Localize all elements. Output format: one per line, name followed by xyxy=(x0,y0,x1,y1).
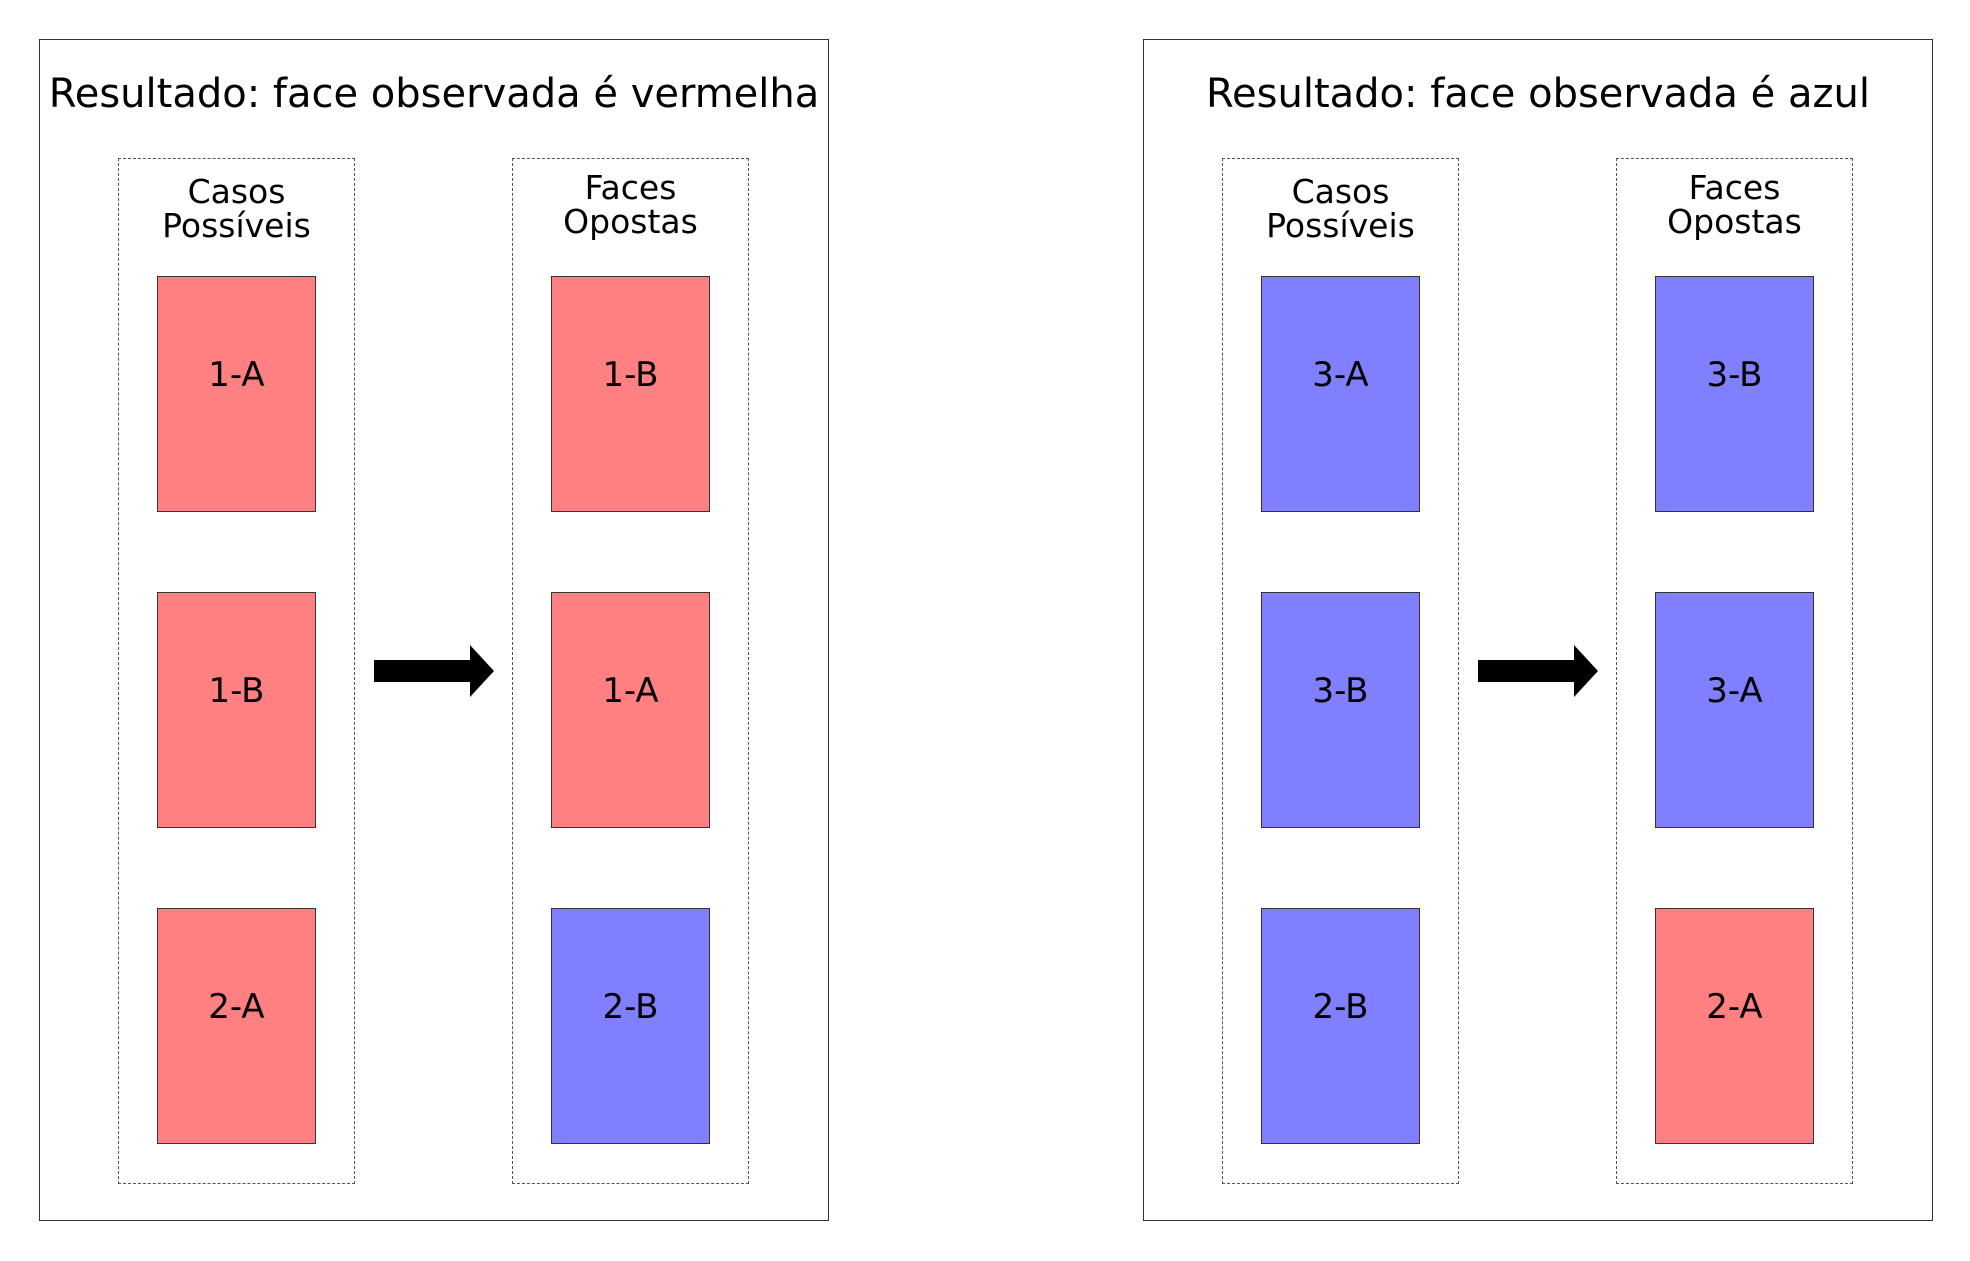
group-label-line-1: Casos xyxy=(1291,172,1390,211)
group-label-line-2: Possíveis xyxy=(1266,206,1415,245)
group-possible-cases: Casos Possíveis 1-A 1-B 2-A xyxy=(118,158,355,1184)
face-label: 3-B xyxy=(1312,671,1369,711)
group-label: Faces Opostas xyxy=(513,171,748,239)
face-card: 2-B xyxy=(551,908,710,1144)
face-label: 2-A xyxy=(1706,987,1763,1027)
face-label: 3-A xyxy=(1706,671,1763,711)
face-card: 2-A xyxy=(157,908,316,1144)
face-card: 3-A xyxy=(1261,276,1420,512)
face-card: 3-A xyxy=(1655,592,1814,828)
face-label: 3-B xyxy=(1706,355,1763,395)
face-card: 1-B xyxy=(551,276,710,512)
right-arrow-icon xyxy=(374,645,494,697)
group-label: Faces Opostas xyxy=(1617,171,1852,239)
group-label: Casos Possíveis xyxy=(1223,175,1458,243)
face-label: 2-B xyxy=(1312,987,1369,1027)
group-label-line-2: Possíveis xyxy=(162,206,311,245)
panel-red-result: Resultado: face observada é vermelha Cas… xyxy=(39,39,829,1221)
group-label-line-2: Opostas xyxy=(1667,202,1802,241)
face-label: 2-B xyxy=(602,987,659,1027)
group-label: Casos Possíveis xyxy=(119,175,354,243)
face-card: 2-B xyxy=(1261,908,1420,1144)
face-card: 1-A xyxy=(551,592,710,828)
face-card: 3-B xyxy=(1655,276,1814,512)
face-card: 1-A xyxy=(157,276,316,512)
group-opposite-faces: Faces Opostas 3-B 3-A 2-A xyxy=(1616,158,1853,1184)
face-label: 1-A xyxy=(602,671,659,711)
group-label-line-1: Faces xyxy=(1688,168,1781,207)
face-label: 1-B xyxy=(208,671,265,711)
face-card: 3-B xyxy=(1261,592,1420,828)
group-possible-cases: Casos Possíveis 3-A 3-B 2-B xyxy=(1222,158,1459,1184)
group-opposite-faces: Faces Opostas 1-B 1-A 2-B xyxy=(512,158,749,1184)
face-card: 2-A xyxy=(1655,908,1814,1144)
face-card: 1-B xyxy=(157,592,316,828)
panel-blue-result: Resultado: face observada é azul Casos P… xyxy=(1143,39,1933,1221)
face-label: 2-A xyxy=(208,987,265,1027)
panel-title: Resultado: face observada é vermelha xyxy=(48,71,820,117)
group-label-line-1: Casos xyxy=(187,172,286,211)
face-label: 1-A xyxy=(208,355,265,395)
right-arrow-icon xyxy=(1478,645,1598,697)
group-label-line-1: Faces xyxy=(584,168,677,207)
panel-title: Resultado: face observada é azul xyxy=(1206,71,1870,117)
group-label-line-2: Opostas xyxy=(563,202,698,241)
face-label: 3-A xyxy=(1312,355,1369,395)
face-label: 1-B xyxy=(602,355,659,395)
